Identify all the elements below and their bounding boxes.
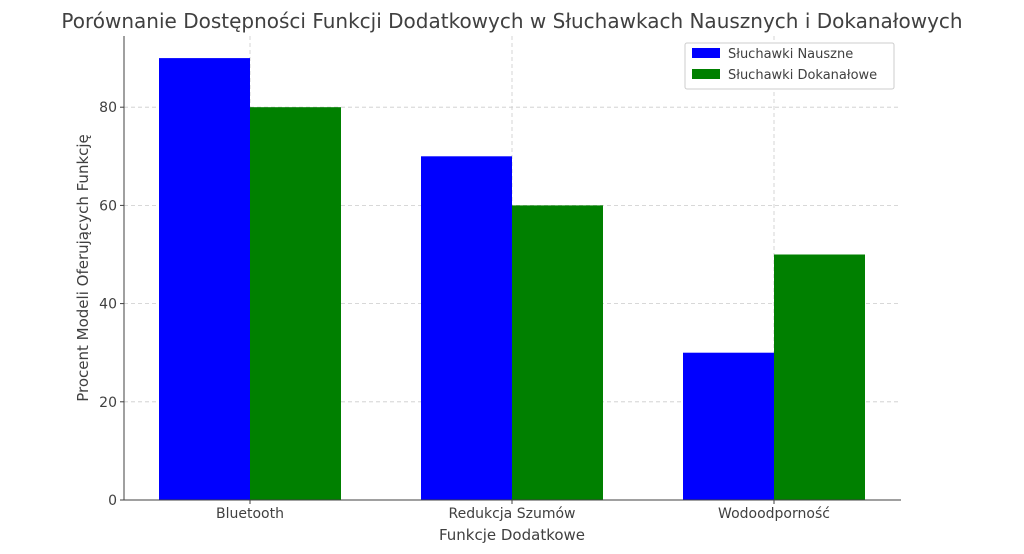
bar-over-ear-0 — [159, 58, 250, 500]
x-tick-label: Wodoodporność — [718, 506, 830, 522]
legend-swatch — [692, 48, 720, 58]
bar-in-ear-1 — [512, 205, 603, 500]
bar-over-ear-1 — [421, 156, 512, 500]
chart-title: Porównanie Dostępności Funkcji Dodatkowy… — [61, 9, 962, 33]
legend-label: Słuchawki Nauszne — [728, 47, 853, 62]
y-ticks: 0 20 40 60 80 — [99, 100, 124, 509]
y-tick-label: 80 — [99, 100, 117, 116]
y-tick-label: 40 — [99, 297, 117, 313]
x-axis-label: Funkcje Dodatkowe — [439, 526, 585, 544]
bar-in-ear-2 — [774, 254, 865, 500]
bar-in-ear-0 — [250, 107, 341, 500]
x-tick-label: Redukcja Szumów — [449, 506, 576, 522]
legend-frame — [684, 42, 895, 90]
x-tick-label: Bluetooth — [216, 506, 284, 522]
y-tick-label: 0 — [108, 493, 117, 509]
x-ticks: Bluetooth Redukcja Szumów Wodoodporność — [216, 500, 830, 522]
bar-over-ear-2 — [683, 352, 774, 500]
y-tick-label: 60 — [99, 198, 117, 214]
legend-swatch — [692, 69, 720, 79]
y-axis-label: Procent Modeli Oferujących Funkcję — [74, 134, 92, 402]
y-tick-label: 20 — [99, 395, 117, 411]
legend-label: Słuchawki Dokanałowe — [728, 68, 877, 83]
legend: Słuchawki Nauszne Słuchawki Dokanałowe — [684, 42, 895, 90]
bars — [159, 58, 865, 500]
